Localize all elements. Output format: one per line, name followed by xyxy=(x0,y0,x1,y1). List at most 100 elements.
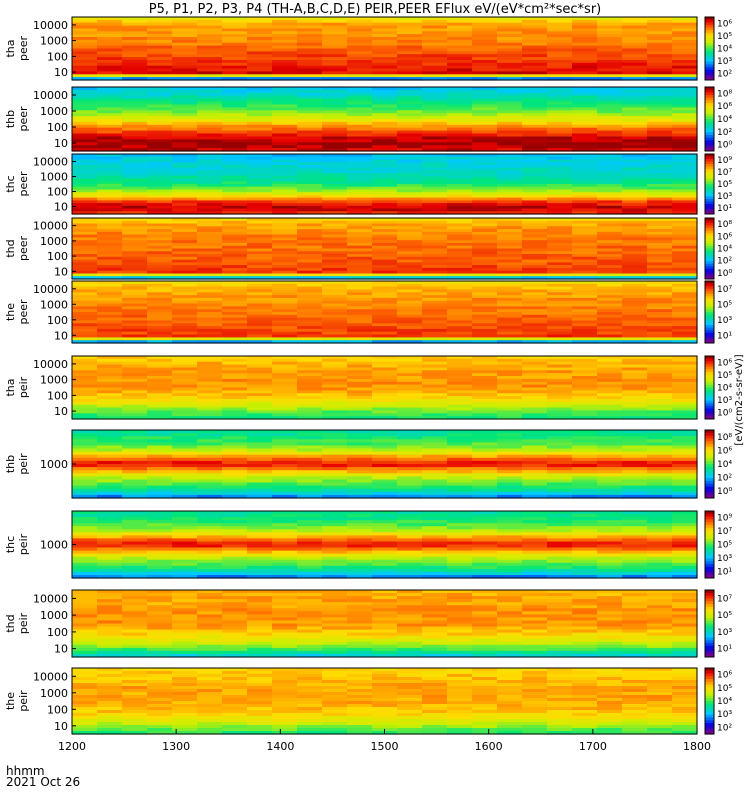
spectrogram-cell xyxy=(447,19,473,24)
spectrogram-cell xyxy=(297,300,323,305)
colorbar-segment xyxy=(705,533,714,537)
spectrogram-cell xyxy=(122,562,148,567)
spectrogram-cell xyxy=(297,142,323,146)
spectrogram-cell xyxy=(547,517,573,521)
spectrogram-cell xyxy=(472,448,498,453)
spectrogram-cell xyxy=(147,565,173,570)
spectrogram-cell xyxy=(397,173,423,177)
spectrogram-cell xyxy=(297,361,323,366)
spectrogram-cell xyxy=(422,559,448,564)
spectrogram-cell xyxy=(172,457,198,462)
spectrogram-cell xyxy=(247,110,273,114)
spectrogram-cell xyxy=(647,300,673,305)
colorbar-segment xyxy=(705,251,714,254)
spectrogram-cell xyxy=(647,373,673,377)
spectrogram-cell xyxy=(597,74,623,78)
spectrogram-cell xyxy=(497,170,523,174)
spectrogram-cell xyxy=(472,101,498,105)
spectrogram-cell xyxy=(147,517,173,521)
spectrogram-cell xyxy=(272,133,298,137)
spectrogram-cell xyxy=(72,448,98,453)
spectrogram-cell xyxy=(622,208,648,212)
spectrogram-cell xyxy=(422,620,448,625)
spectrogram-cell xyxy=(647,262,673,266)
spectrogram-cell xyxy=(572,211,598,215)
spectrogram-cell xyxy=(522,77,548,81)
spectrogram-cell xyxy=(197,234,223,238)
spectrogram-cell xyxy=(447,599,473,603)
spectrogram-cell xyxy=(247,101,273,105)
spectrogram-cell xyxy=(547,124,573,129)
spectrogram-cell xyxy=(397,87,423,91)
spectrogram-cell xyxy=(222,457,248,462)
spectrogram-cell xyxy=(122,314,148,319)
spectrogram-cell xyxy=(122,306,148,310)
spectrogram-cell xyxy=(547,92,573,97)
spectrogram-cell xyxy=(397,593,423,597)
spectrogram-cell xyxy=(672,101,698,105)
spectrogram-cell xyxy=(497,223,523,227)
spectrogram-cell xyxy=(197,623,223,628)
spectrogram-cell xyxy=(247,178,273,182)
spectrogram-cell xyxy=(547,559,573,564)
spectrogram-cell xyxy=(572,142,598,146)
spectrogram-cell xyxy=(122,262,148,266)
spectrogram-cell xyxy=(247,186,273,190)
spectrogram-cell xyxy=(672,89,698,94)
spectrogram-cell xyxy=(222,488,248,493)
spectrogram-cell xyxy=(647,145,673,149)
spectrogram-cell xyxy=(522,370,548,374)
spectrogram-cell xyxy=(672,399,698,403)
spectrogram-cell xyxy=(622,175,648,180)
spectrogram-cell xyxy=(372,312,398,316)
spectrogram-cell xyxy=(147,295,173,299)
spectrogram-cell xyxy=(547,376,573,380)
colorbar-segment xyxy=(705,382,714,386)
spectrogram-cell xyxy=(572,245,598,250)
spectrogram-cell xyxy=(322,457,348,462)
spectrogram-cell xyxy=(447,485,473,490)
spectrogram-cell xyxy=(647,240,673,244)
spectrogram-cell xyxy=(547,121,573,126)
spectrogram-cell xyxy=(622,401,648,406)
spectrogram-cell xyxy=(672,470,698,474)
spectrogram-cell xyxy=(522,590,548,594)
colorbar-segment xyxy=(705,564,714,568)
spectrogram-cell xyxy=(472,491,498,496)
spectrogram-cell xyxy=(272,89,298,94)
spectrogram-cell xyxy=(197,229,223,233)
spectrogram-cell xyxy=(272,565,298,570)
spectrogram-cell xyxy=(172,262,198,266)
colorbar-segment xyxy=(705,335,714,339)
spectrogram-cell xyxy=(372,154,398,158)
spectrogram-cell xyxy=(497,538,523,542)
spectrogram-cell xyxy=(647,320,673,324)
spectrogram-cell xyxy=(122,62,148,67)
spectrogram-cell xyxy=(372,156,398,160)
spectrogram-cell xyxy=(97,237,123,241)
spectrogram-cell xyxy=(547,370,573,374)
spectrogram-cell xyxy=(522,113,548,117)
spectrogram-cell xyxy=(422,186,448,190)
spectrogram-cell xyxy=(572,611,598,615)
spectrogram-cell xyxy=(72,393,98,397)
spectrogram-cell xyxy=(447,399,473,403)
spectrogram-cell xyxy=(222,48,248,52)
spectrogram-cell xyxy=(372,523,398,527)
spectrogram-cell xyxy=(247,473,273,477)
spectrogram-cell xyxy=(597,410,623,414)
spectrogram-cell xyxy=(172,124,198,129)
spectrogram-cell xyxy=(322,448,348,453)
spectrogram-cell xyxy=(247,367,273,371)
spectrogram-cell xyxy=(397,309,423,313)
spectrogram-cell xyxy=(622,286,648,290)
spectrogram-cell xyxy=(372,248,398,252)
spectrogram-cell xyxy=(647,364,673,369)
spectrogram-cell xyxy=(347,184,373,188)
spectrogram-cell xyxy=(272,226,298,230)
spectrogram-cell xyxy=(97,430,123,434)
spectrogram-cell xyxy=(647,192,673,196)
spectrogram-cell xyxy=(222,226,248,230)
spectrogram-cell xyxy=(222,60,248,64)
spectrogram-cell xyxy=(247,175,273,180)
